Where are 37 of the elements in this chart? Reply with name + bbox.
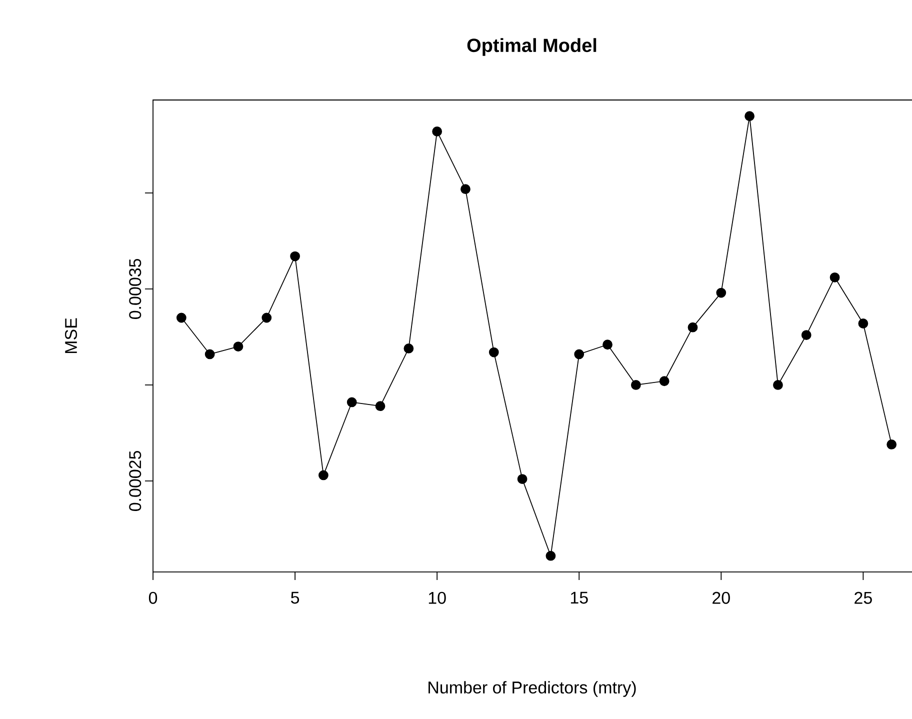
point xyxy=(858,318,868,328)
point xyxy=(176,312,186,323)
point xyxy=(460,184,470,194)
point xyxy=(517,474,528,484)
point xyxy=(659,376,670,386)
x-tick-label: 15 xyxy=(570,592,588,604)
point xyxy=(602,340,612,350)
x-axis-title: Number of Predictors (mtry) xyxy=(428,681,636,697)
point xyxy=(290,251,300,262)
x-tick-label: 10 xyxy=(428,592,446,604)
y-axis-title: MSE xyxy=(64,318,78,354)
point xyxy=(830,272,840,282)
point xyxy=(233,342,244,352)
x-tick-label: 20 xyxy=(712,592,730,604)
point xyxy=(773,380,783,390)
y-tick-label: 0.00035 xyxy=(129,258,142,320)
point xyxy=(716,288,726,298)
point xyxy=(546,550,556,561)
point xyxy=(630,380,641,390)
chart-title: Optimal Model xyxy=(467,38,596,56)
point xyxy=(801,330,812,340)
point xyxy=(318,470,328,480)
point xyxy=(886,440,897,450)
point xyxy=(432,126,442,136)
point xyxy=(346,397,357,408)
point xyxy=(204,349,215,360)
point xyxy=(404,344,414,354)
point xyxy=(488,347,499,358)
x-tick-label: 25 xyxy=(854,592,872,604)
point xyxy=(744,111,755,122)
x-tick-label: 5 xyxy=(290,592,300,604)
x-tick-label: 0 xyxy=(148,592,158,604)
point xyxy=(688,322,698,332)
point xyxy=(375,401,386,412)
point xyxy=(262,312,272,323)
y-tick-label: 0.00025 xyxy=(129,450,142,512)
point xyxy=(574,349,584,360)
